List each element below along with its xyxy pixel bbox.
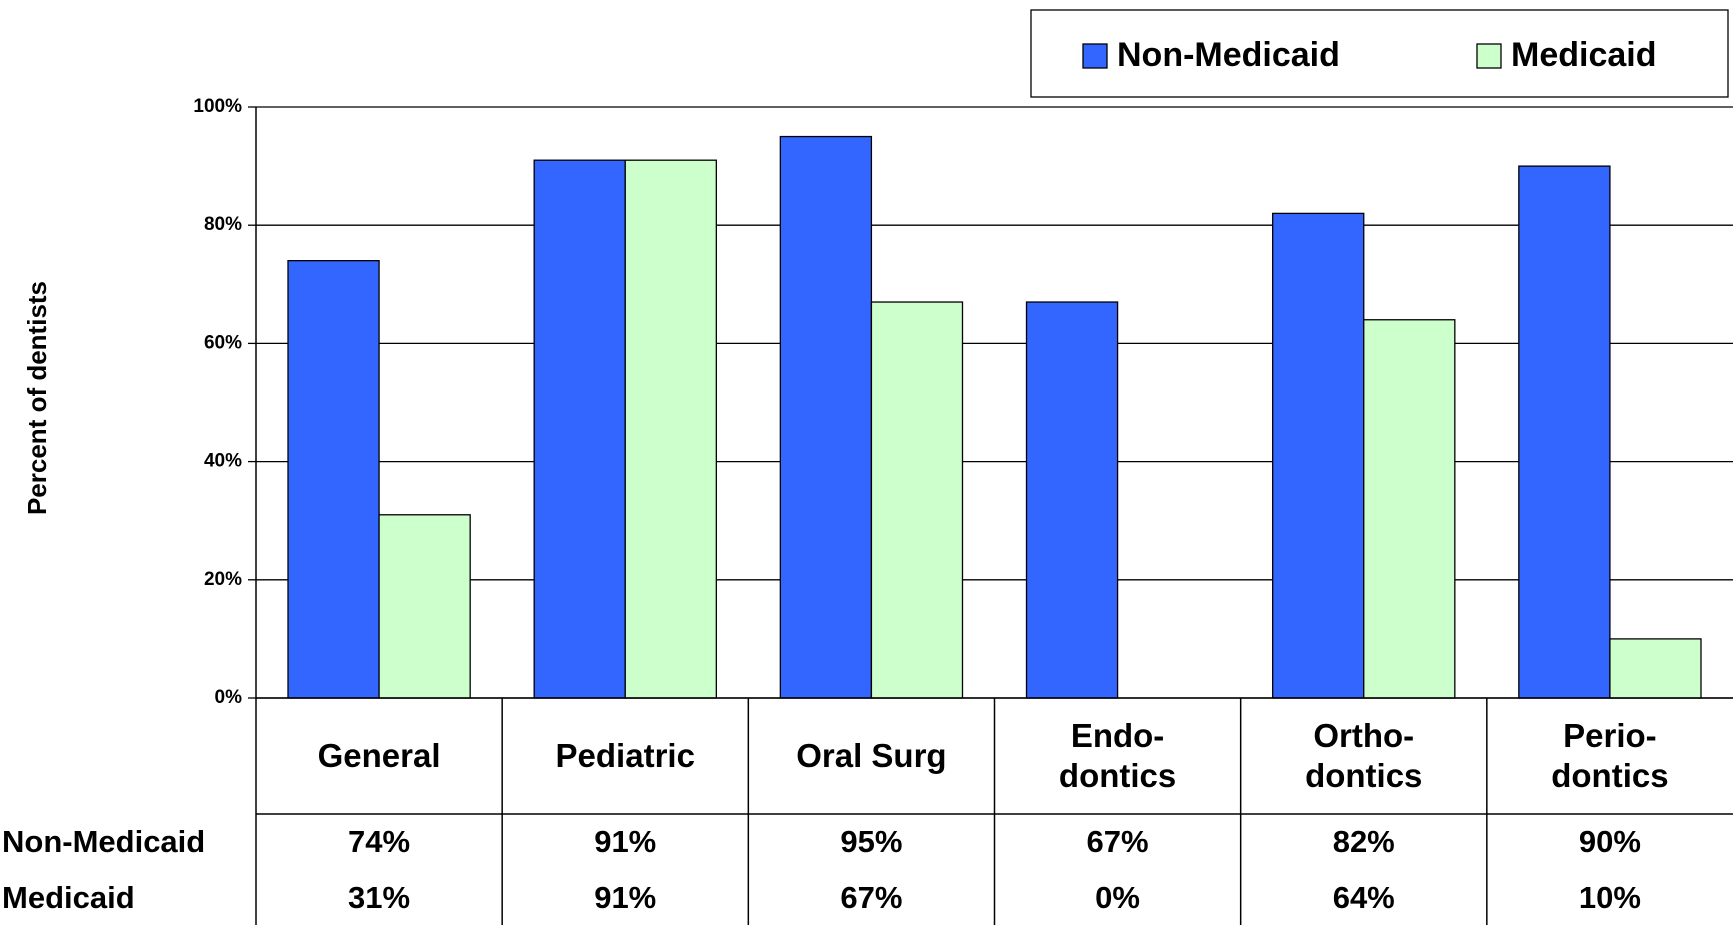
bar — [287, 260, 380, 699]
table-value: 67% — [1086, 824, 1149, 860]
legend-swatch — [1476, 43, 1502, 69]
x-tick-label: Endo- dontics — [1058, 717, 1177, 794]
bar — [378, 514, 471, 699]
y-tick-label: 80% — [204, 214, 242, 235]
bar — [1025, 301, 1119, 699]
table-value: 90% — [1578, 824, 1641, 860]
table-value: 91% — [594, 879, 657, 915]
table-value: 10% — [1578, 879, 1641, 915]
bar — [624, 159, 717, 699]
table-value: 74% — [348, 824, 411, 860]
x-tick-label: Ortho- dontics — [1305, 717, 1423, 794]
legend-label: Non-Medicaid — [1117, 36, 1340, 74]
x-tick-label: General — [317, 737, 441, 775]
bar — [1272, 212, 1365, 699]
table-value: 0% — [1095, 879, 1140, 915]
table-row-header: Non-Medicaid — [2, 824, 206, 860]
legend-swatch — [1082, 43, 1108, 69]
bar — [870, 301, 964, 699]
y-tick-label: 40% — [204, 451, 242, 472]
table-value: 82% — [1332, 824, 1395, 860]
table-value: 31% — [348, 879, 411, 915]
table-value: 67% — [840, 879, 903, 915]
y-axis-title: Percent of dentists — [22, 281, 52, 515]
bar — [1518, 165, 1611, 699]
table-value: 91% — [594, 824, 657, 860]
y-tick-label: 20% — [204, 569, 242, 590]
legend-label: Medicaid — [1511, 36, 1656, 74]
bar — [1363, 319, 1456, 699]
table-value: 64% — [1332, 879, 1395, 915]
y-tick-label: 0% — [215, 687, 243, 708]
bar — [533, 159, 626, 699]
x-tick-label: Perio- dontics — [1551, 717, 1669, 794]
table-value: 95% — [840, 824, 903, 860]
table-row-header: Medicaid — [2, 879, 135, 915]
y-tick-label: 100% — [193, 96, 242, 117]
x-tick-label: Oral Surg — [796, 737, 947, 775]
legend-box — [1030, 9, 1729, 98]
y-tick-label: 60% — [204, 332, 242, 353]
bar — [1609, 638, 1702, 699]
bar — [779, 135, 873, 699]
x-tick-label: Pediatric — [555, 737, 695, 775]
